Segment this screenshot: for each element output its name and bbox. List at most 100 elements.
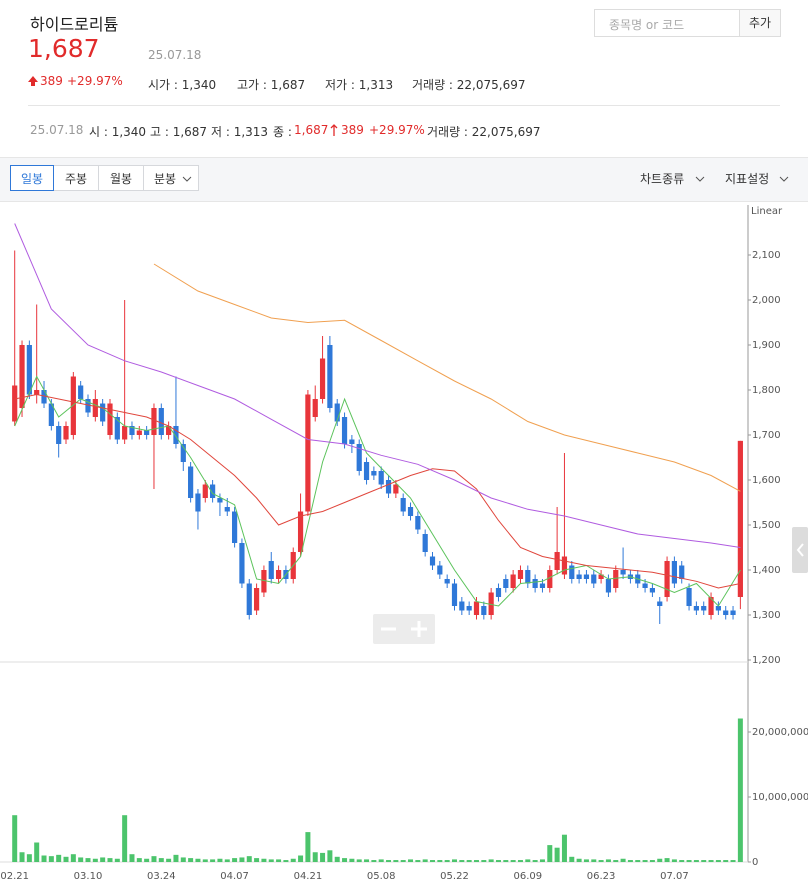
candle-body xyxy=(261,570,267,593)
indicator-menu[interactable]: 지표설정 xyxy=(725,172,770,186)
candle-body xyxy=(547,570,553,588)
candle-body xyxy=(173,426,179,444)
volume-bar xyxy=(708,860,714,862)
volume-bar xyxy=(298,855,304,862)
volume-bar xyxy=(19,852,25,862)
candle-body xyxy=(503,579,509,588)
volume-bar xyxy=(26,854,32,862)
volume-bar xyxy=(422,859,428,862)
volume-bar xyxy=(473,860,479,862)
candle-body xyxy=(224,507,230,512)
chart-type-menu[interactable]: 차트종류 xyxy=(640,172,685,186)
candle-body xyxy=(305,394,311,512)
volume-bar xyxy=(312,852,318,862)
y-tick-label: 1,400 xyxy=(752,565,781,576)
chevron xyxy=(182,176,192,182)
volume-bar xyxy=(400,860,406,862)
volume-bar xyxy=(371,860,377,862)
candle-body xyxy=(246,583,252,615)
candle-body xyxy=(605,579,612,593)
candle-body xyxy=(188,466,194,498)
volume-bar xyxy=(503,860,509,862)
volume-bar xyxy=(305,832,311,862)
candle-body xyxy=(642,583,648,588)
chevron xyxy=(695,176,705,182)
y-tick-label: 1,200 xyxy=(752,655,781,666)
candle-body xyxy=(378,471,384,485)
candle-body xyxy=(451,583,458,606)
volume-bar xyxy=(151,856,157,862)
volume-bar xyxy=(452,859,457,862)
volume-bar xyxy=(12,815,18,862)
candle-body xyxy=(679,565,685,579)
candle-body xyxy=(561,556,568,575)
candle-body xyxy=(437,565,443,575)
volume-bar xyxy=(393,860,399,862)
candle-body xyxy=(385,480,392,494)
chevron xyxy=(779,176,789,182)
divider xyxy=(28,105,780,106)
candle-body xyxy=(210,484,216,498)
zoom-control[interactable] xyxy=(373,614,435,644)
volume-bar xyxy=(466,860,472,862)
volume-bar xyxy=(41,855,47,862)
change: 389 xyxy=(40,74,63,88)
y-tick-label: 2,000 xyxy=(752,295,781,306)
candle-body xyxy=(723,610,729,615)
x-tick-label: 04.07 xyxy=(220,871,249,882)
volume-bar xyxy=(378,859,384,862)
volume-bar xyxy=(510,860,516,862)
add-button[interactable]: 추가 xyxy=(739,9,781,37)
volume-bar xyxy=(224,859,230,862)
volume-bar xyxy=(144,858,150,862)
volume-bar xyxy=(283,860,289,862)
candle-body xyxy=(400,498,406,512)
change-pct: +29.97% xyxy=(67,74,123,88)
candle-body xyxy=(232,511,238,543)
candle-body xyxy=(407,507,414,516)
volume-bar xyxy=(246,856,252,862)
candle-body xyxy=(649,588,656,593)
moving-average xyxy=(14,223,741,548)
candle-body xyxy=(429,556,436,566)
candle-body xyxy=(620,570,626,575)
volume-bar xyxy=(576,858,582,862)
volume-bar xyxy=(525,859,531,862)
candle-body xyxy=(12,385,18,422)
candle-body xyxy=(701,606,707,611)
candle-body xyxy=(708,597,714,615)
volume-bar xyxy=(342,858,348,862)
volume-bar xyxy=(539,859,545,862)
x-tick-label: 05.22 xyxy=(440,871,469,882)
volume-bar xyxy=(34,842,40,862)
side-tab[interactable] xyxy=(792,527,808,573)
volume-bar xyxy=(334,856,340,862)
candle-body xyxy=(158,408,164,435)
candle-body xyxy=(319,358,326,399)
candle-body xyxy=(664,561,670,597)
candle-body xyxy=(92,399,98,417)
moving-average xyxy=(153,263,741,492)
detail-close: 1,687 xyxy=(294,123,329,137)
volume-bar xyxy=(627,860,633,862)
date: 25.07.18 xyxy=(148,48,202,62)
x-tick-label: 04.21 xyxy=(294,871,323,882)
volume-bar xyxy=(239,857,245,862)
volume-bar xyxy=(591,859,597,862)
volume-bar xyxy=(613,860,619,862)
volume-bar xyxy=(202,859,208,862)
candle-body xyxy=(576,574,582,579)
tab-day[interactable]: 일봉 xyxy=(10,165,54,191)
tab-week[interactable]: 주봉 xyxy=(53,165,99,191)
volume-bar xyxy=(701,860,707,862)
candle-body xyxy=(297,511,304,552)
volume-bar xyxy=(290,858,296,862)
stock-title: 하이드로리튬 xyxy=(30,15,119,34)
candle-body xyxy=(525,570,531,584)
volume-bar xyxy=(657,858,663,862)
candle-body xyxy=(393,484,399,494)
volume-bar xyxy=(85,858,91,862)
volume-bar xyxy=(693,860,699,862)
y-tick-label: 1,900 xyxy=(752,340,781,351)
candle-body xyxy=(239,543,245,584)
